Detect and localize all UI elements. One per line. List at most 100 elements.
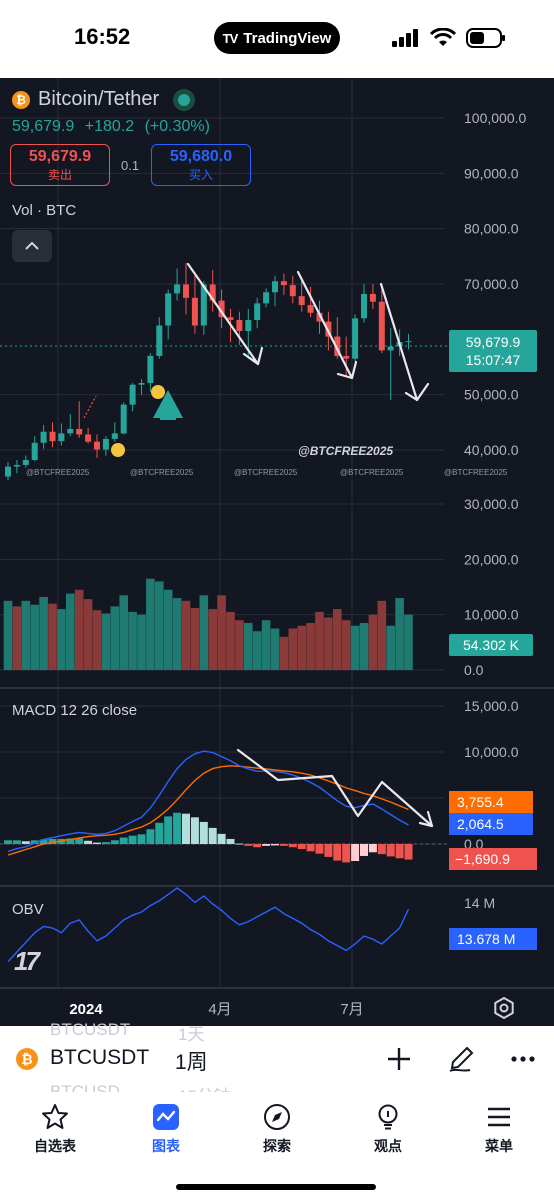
down-arrow-annotation	[186, 262, 264, 366]
candle-body	[183, 284, 189, 298]
macd-histogram-bar	[39, 839, 48, 844]
chevron-up-icon	[25, 241, 39, 250]
buy-price: 59,680.0	[169, 148, 233, 165]
tab-bar: 自选表 图表 探索 观点 菜单	[0, 1092, 554, 1200]
volume-bar	[252, 631, 262, 670]
candle-body	[40, 431, 47, 443]
volume-bar	[261, 620, 271, 670]
battery-icon	[466, 28, 505, 48]
volume-axis-label: 10,000.0	[464, 607, 519, 623]
macd-histogram-bar	[110, 840, 119, 844]
tab-chart[interactable]: 图表	[126, 1102, 206, 1156]
price-axis-label: 50,000.0	[464, 387, 519, 403]
macd-signal-tag: 3,755.4	[449, 791, 533, 813]
time-axis-label: 2024	[69, 1001, 103, 1018]
volume-bar	[199, 595, 209, 670]
tab-explore[interactable]: 探索	[237, 1102, 317, 1156]
tradingview-pill[interactable]: TV TradingView	[214, 22, 340, 54]
symbol-picker-prev[interactable]: BTCUSDT	[50, 1020, 131, 1039]
more-icon[interactable]	[508, 1044, 538, 1074]
macd-histogram-bar	[253, 844, 262, 848]
macd-histogram-bar	[137, 834, 146, 844]
symbol-title[interactable]: ₿ Bitcoin/Tether	[12, 88, 196, 111]
candle-body	[352, 318, 359, 359]
macd-histogram-bar	[182, 813, 190, 844]
wifi-icon	[430, 28, 456, 46]
watermark-text: @BTCFREE2025	[444, 468, 508, 477]
candle-body	[263, 292, 270, 304]
chart-settings-button[interactable]	[492, 996, 516, 1020]
volume-bar	[137, 614, 146, 670]
tab-menu[interactable]: 菜单	[459, 1102, 539, 1156]
interval-button[interactable]: 1周	[175, 1051, 208, 1074]
volume-bar	[39, 596, 48, 670]
add-icon[interactable]	[384, 1044, 414, 1074]
candle-body	[49, 431, 56, 442]
watermark-big-text: @BTCFREE2025	[298, 444, 393, 458]
volume-axis-label: 20,000.0	[464, 551, 519, 567]
volume-bar	[101, 613, 111, 670]
watermark-text: @BTCFREE2025	[340, 468, 404, 477]
tab-explore-label: 探索	[263, 1138, 291, 1154]
collapse-indicators-button[interactable]	[12, 230, 52, 262]
macd-histogram-bar	[66, 838, 75, 844]
obv-indicator-label[interactable]: OBV	[12, 901, 44, 918]
tab-chart-label: 图表	[152, 1138, 180, 1154]
macd-histogram-bar	[262, 844, 271, 846]
candle-body	[138, 383, 145, 385]
time-axis-label: 7月	[340, 1001, 363, 1018]
volume-bar	[3, 600, 13, 670]
tab-watchlist[interactable]: 自选表	[15, 1102, 95, 1156]
buy-button[interactable]: 59,680.0 买入	[151, 144, 251, 186]
chart-area[interactable]: @BTCFREE2025 @BTCFREE2025 @BTCFREE2025 @BTC…	[0, 78, 554, 1026]
candle-body	[227, 317, 234, 320]
candle-body	[31, 442, 38, 460]
volume-bar	[270, 628, 280, 670]
volume-bar	[350, 625, 360, 670]
candle-body	[129, 384, 136, 405]
candle-body	[102, 438, 109, 450]
candle-body	[218, 300, 225, 318]
volume-bar	[163, 589, 173, 670]
candle-body	[200, 284, 207, 326]
macd-histogram-bar	[155, 822, 164, 844]
sell-button[interactable]: 59,679.9 卖出	[10, 144, 110, 186]
macd-histogram-bar	[146, 829, 155, 844]
candle-body	[67, 428, 74, 434]
drawing-tools-icon[interactable]	[446, 1044, 476, 1074]
volume-bar	[226, 611, 235, 670]
price-axis-label: 40,000.0	[464, 442, 519, 458]
volume-bar	[57, 609, 66, 670]
candle-body	[85, 434, 92, 442]
macd-arrow-annotation	[236, 748, 434, 828]
watermarks: @BTCFREE2025 @BTCFREE2025 @BTCFREE2025 @BTC…	[26, 444, 508, 477]
candle-body	[298, 296, 305, 306]
volume-indicator-label[interactable]: Vol · BTC	[12, 202, 77, 219]
macd-histogram-bar	[119, 837, 128, 844]
price-axis-label: 90,000.0	[464, 165, 519, 181]
volume-bar	[244, 622, 253, 670]
candle-body	[405, 341, 412, 343]
volume-bar	[190, 608, 200, 670]
volume-bar	[30, 604, 39, 670]
symbol-title-text: Bitcoin/Tether	[38, 88, 160, 110]
candle-body	[13, 464, 20, 467]
macd-indicator-label[interactable]: MACD 12 26 close	[12, 702, 138, 719]
market-open-icon	[173, 88, 196, 111]
volume-bar	[315, 611, 324, 670]
macd-histogram-bar	[333, 844, 342, 861]
candle-body	[325, 321, 332, 337]
price-change-pct: (+0.30%)	[144, 118, 210, 135]
tab-watchlist-label: 自选表	[34, 1138, 76, 1154]
volume-bar	[128, 611, 137, 670]
symbol-name-button[interactable]: BTCUSDT	[50, 1046, 150, 1069]
interval-picker-prev[interactable]: 1天	[178, 1025, 205, 1044]
macd-histogram-bar	[342, 844, 351, 863]
macd-histogram-bar	[21, 841, 30, 844]
tab-ideas[interactable]: 观点	[348, 1102, 428, 1156]
dotted-trend-annotation	[83, 395, 97, 419]
chart-canvas[interactable]: @BTCFREE2025 @BTCFREE2025 @BTCFREE2025 @BTC…	[0, 78, 554, 1026]
price-axis-label: 100,000.0	[464, 110, 526, 126]
volume-bar	[12, 606, 22, 670]
macd-histogram-bar	[351, 844, 360, 862]
